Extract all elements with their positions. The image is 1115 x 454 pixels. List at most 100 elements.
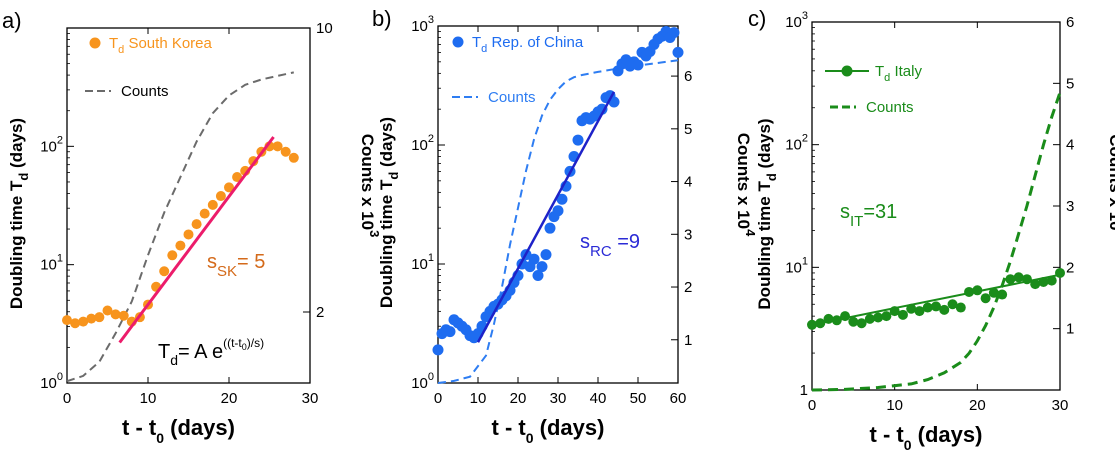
legend-marker (841, 65, 853, 77)
y2-tick-label: 6 (1066, 14, 1074, 31)
td-point (632, 59, 644, 71)
x-tick-label: 20 (510, 390, 527, 407)
counts-series-line (66, 71, 295, 383)
td-point (175, 240, 186, 251)
x-axis-label-main: t - t (122, 415, 157, 440)
td-point (914, 306, 925, 317)
x-tick-label: 0 (808, 397, 816, 414)
fit-line (476, 91, 616, 343)
legend-label: Td Rep. of China (472, 34, 584, 55)
td-point (980, 293, 991, 304)
y-tick-exponent: 0 (428, 371, 434, 383)
td-point (536, 261, 548, 273)
td-point (544, 222, 556, 234)
td-point (207, 199, 218, 210)
y-tick-label: 102 (40, 134, 63, 155)
td-point (889, 306, 900, 317)
x-tick-label: 30 (302, 390, 319, 407)
x-tick-label: 10 (140, 390, 157, 407)
x-axis-label-unit: (days) (164, 415, 235, 440)
td-point (1013, 272, 1024, 283)
td-point (70, 318, 81, 329)
y-tick-base: 10 (411, 137, 428, 154)
td-point (856, 318, 867, 329)
legend-label: Td Italy (875, 63, 922, 84)
y2-axis-label: Counts x 104 (1106, 134, 1115, 238)
fit-line (118, 136, 275, 344)
td-point (840, 311, 851, 322)
td-point (552, 205, 564, 217)
y2-tick-label: 5 (684, 121, 692, 138)
formula-exponent-end: )/s) (247, 336, 264, 350)
x-tick-label: 40 (590, 390, 607, 407)
y-axis-label-main: Doubling time T (7, 180, 26, 309)
td-point (848, 316, 859, 327)
counts-series-line (811, 92, 1062, 392)
td-point (988, 287, 999, 298)
y-axis-label-subscript: d (764, 173, 779, 181)
td-point (528, 253, 540, 265)
x-tick-label: 20 (221, 390, 238, 407)
formula-exponent: ((t-t (223, 336, 242, 350)
slope-annotation: sRC =9 (580, 231, 640, 260)
td-point (288, 152, 299, 163)
plot-frame (437, 25, 679, 384)
slope-annotation-subscript: SK (217, 263, 237, 280)
td-point (224, 182, 234, 193)
formula-eq: = A e (178, 341, 223, 363)
legend-label: Counts (488, 89, 536, 106)
slope-annotation-subscript: RC (590, 243, 612, 260)
x-axis-label-subscript: 0 (904, 437, 912, 453)
y-tick-label: 102 (411, 133, 434, 154)
y2-axis-label: Counts x 104 (734, 133, 758, 237)
y-axis-label-main: Doubling time T (755, 181, 774, 310)
y-axis-label: Doubling time Td (days) (755, 118, 779, 309)
x-axis-label-main: t - t (492, 415, 527, 440)
td-point (922, 302, 933, 313)
panel-label: c) (748, 6, 766, 31)
legend-label-subscript: d (118, 44, 124, 56)
td-point (272, 141, 283, 152)
legend-label-main: Counts (866, 99, 914, 116)
x-axis-label: t - t0 (days) (492, 415, 605, 446)
y2-tick-label: 5 (1066, 75, 1074, 92)
td-point (807, 319, 817, 330)
y-axis-label-main: Doubling time T (377, 179, 396, 308)
legend-label: Td South Korea (109, 35, 213, 56)
y-axis-label-unit: (days) (7, 118, 26, 173)
y2-tick-label: 2 (316, 304, 324, 321)
slope-annotation: sIT=31 (840, 201, 897, 230)
legend-label-subscript: d (481, 43, 487, 55)
y-tick-label: 100 (40, 371, 63, 392)
td-point (110, 309, 121, 320)
y-tick-exponent: 0 (57, 371, 63, 383)
legend-marker (452, 36, 464, 48)
td-point (939, 304, 950, 315)
td-point (232, 172, 243, 183)
y-tick-base: 10 (785, 259, 802, 276)
td-point (280, 146, 291, 157)
td-point (823, 313, 834, 324)
td-point (873, 312, 884, 323)
y-tick-label: 101 (411, 252, 434, 273)
td-point (831, 315, 842, 326)
panel-label: b) (372, 6, 392, 31)
y2-tick-label: 10 (316, 20, 333, 37)
x-tick-label: 0 (434, 390, 442, 407)
td-point (1038, 276, 1049, 287)
td-point (199, 208, 210, 219)
td-point (62, 315, 72, 326)
y-tick-base: 10 (411, 375, 428, 392)
td-point (1030, 279, 1041, 290)
formula-lhs: T (158, 341, 170, 363)
legend-label-rest: South Korea (124, 35, 212, 52)
td-point (1055, 267, 1065, 278)
slope-annotation-value: =9 (612, 231, 640, 253)
td-point (556, 193, 568, 205)
y-tick-base: 10 (785, 14, 802, 31)
x-axis-label-subscript: 0 (156, 430, 164, 446)
x-axis-label-unit: (days) (534, 415, 605, 440)
y2-axis-label-exponent: 3 (367, 230, 382, 237)
slope-annotation-main: s (207, 251, 217, 273)
